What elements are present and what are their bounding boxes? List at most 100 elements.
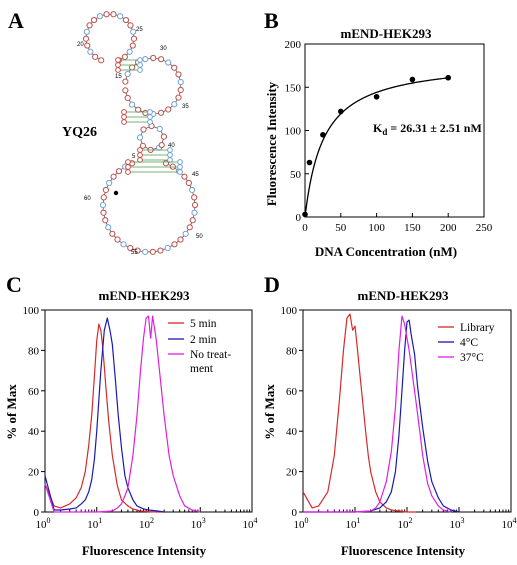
nucleotide xyxy=(171,101,178,108)
y-tick-label: 100 xyxy=(281,305,298,317)
nucleotide xyxy=(175,71,182,78)
nucleotide xyxy=(121,119,127,125)
nucleotide xyxy=(128,64,136,71)
y-tick-label: 0 xyxy=(292,507,298,519)
nucleotide xyxy=(115,62,121,68)
nucleotide xyxy=(175,94,182,101)
chart-b-title: mEND-HEK293 xyxy=(341,26,433,41)
x-tick-label: 0 xyxy=(302,222,308,234)
nucleotide xyxy=(87,48,94,55)
nucleotide xyxy=(142,55,149,63)
data-point xyxy=(302,211,308,218)
x-tick-label: 103 xyxy=(191,516,206,531)
nucleotide xyxy=(92,53,99,60)
nucleotide xyxy=(165,106,172,113)
y-tick-label: 80 xyxy=(28,345,40,357)
nucleotide xyxy=(125,169,131,175)
y-tick-label: 150 xyxy=(285,82,302,94)
nucleotide xyxy=(124,70,131,78)
data-point xyxy=(306,159,313,166)
panel-a: A 15 20 25 30 35 40 45 50 55 60 5 YQ26 xyxy=(8,8,203,256)
nucleotide xyxy=(84,42,91,49)
y-tick-label: 100 xyxy=(285,126,302,138)
nucleotide xyxy=(130,28,137,35)
nucleotide xyxy=(114,236,121,243)
panel-letter-a: A xyxy=(8,8,24,33)
nucleotide xyxy=(142,109,149,117)
y-tick-label: 40 xyxy=(28,426,40,438)
chart-c-xlabel: Fluorescence Intensity xyxy=(82,543,207,558)
nucleotide xyxy=(171,64,178,71)
nucleotide xyxy=(140,126,147,133)
nucleotide xyxy=(102,217,109,224)
nucleotide xyxy=(90,16,98,24)
nucleotide xyxy=(100,194,107,201)
chart-b-xlabel: DNA Concentration (nM) xyxy=(315,244,457,259)
nucleotide xyxy=(117,13,124,20)
kd-annotation: Kd = 26.31 ± 2.51 nM xyxy=(373,121,482,137)
chart-d-title: mEND-HEK293 xyxy=(358,288,450,303)
nucleotide xyxy=(137,147,143,153)
series-line xyxy=(302,313,417,513)
y-tick-label: 40 xyxy=(286,426,298,438)
nucleotide xyxy=(100,209,107,216)
data-point xyxy=(320,132,326,138)
panel-c: C mEND-HEK293 100 101 102 103 10402040608010… xyxy=(4,272,258,558)
y-tick-label: 60 xyxy=(286,386,298,398)
residue-number: 15 xyxy=(115,74,122,80)
chart-c: 100 101 102 103 104 0 20 40 60 80 100 5 min 2 min No … xyxy=(23,305,258,531)
x-tick-label: 101 xyxy=(346,516,361,531)
rna-secondary-structure: 15 20 25 30 35 40 45 50 55 60 5 xyxy=(77,11,203,256)
y-tick-label: 0 xyxy=(296,212,302,224)
nucleotide xyxy=(121,114,127,120)
nucleotide xyxy=(103,11,110,18)
y-tick-label: 60 xyxy=(28,386,40,398)
series-line xyxy=(44,317,165,513)
x-tick-label: 100 xyxy=(368,222,385,234)
structure-label: YQ26 xyxy=(62,125,97,140)
nucleotide xyxy=(110,11,117,18)
nucleotide xyxy=(83,28,90,35)
residue-number: 45 xyxy=(192,172,199,178)
nucleotide xyxy=(106,179,113,187)
chart-d: 100 101 102 103 104 0 20 40 60 80 100 Library 4°C 37°… xyxy=(281,305,517,531)
y-tick-label: 80 xyxy=(286,345,298,357)
x-tick-label: 150 xyxy=(404,222,421,234)
legend-label: ment xyxy=(190,363,214,375)
nucleotide xyxy=(164,244,171,252)
residue-number: 20 xyxy=(77,42,84,48)
x-tick-label: 101 xyxy=(87,516,102,531)
nucleotide xyxy=(147,119,153,125)
nucleotide xyxy=(126,48,133,55)
chart-c-ylabel: % of Max xyxy=(4,384,19,440)
nucleotide xyxy=(110,173,117,180)
nucleotide xyxy=(127,244,134,252)
residue-number: 35 xyxy=(182,104,189,110)
nucleotide xyxy=(147,109,153,115)
residue-number: 30 xyxy=(160,46,167,52)
nucleotide xyxy=(134,247,141,254)
nucleotide xyxy=(109,230,116,237)
nucleotide xyxy=(122,78,129,85)
nucleotide xyxy=(137,157,143,163)
nucleotide xyxy=(177,86,184,94)
nucleotide xyxy=(177,169,183,175)
nucleotide xyxy=(137,57,143,63)
panel-letter-c: C xyxy=(6,272,22,297)
fit-curve xyxy=(304,77,449,218)
legend-label: 37°C xyxy=(460,352,484,364)
y-tick-label: 100 xyxy=(23,305,40,317)
nucleotide xyxy=(125,164,131,170)
nucleotide xyxy=(177,159,183,165)
nucleotide xyxy=(122,87,129,94)
residue-number: 25 xyxy=(136,27,143,33)
nucleotide xyxy=(127,22,134,29)
residue-number: 55 xyxy=(131,250,138,256)
nucleotide xyxy=(102,186,109,194)
nucleotide xyxy=(165,59,172,66)
y-tick-label: 0 xyxy=(34,507,40,519)
x-tick-label: 50 xyxy=(335,222,347,234)
nucleotide xyxy=(122,16,130,24)
chart-b: 0 50 100 150 200 250 0 50 100 150 200 xyxy=(285,39,493,234)
